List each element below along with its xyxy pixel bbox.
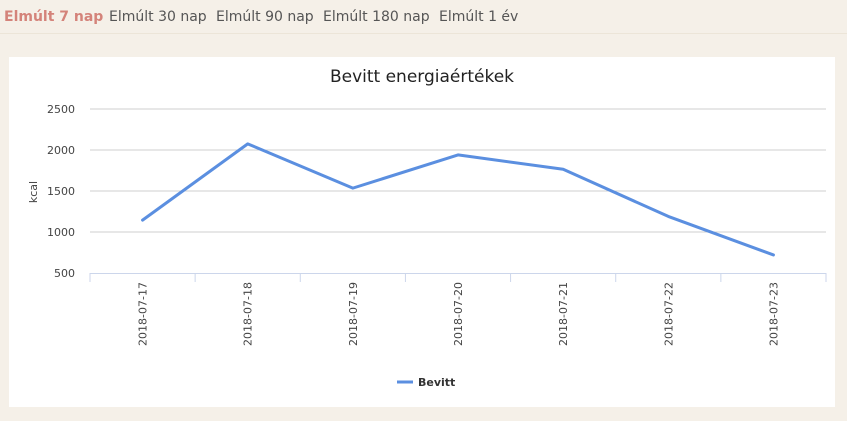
legend-label-bevitt: Bevitt xyxy=(418,376,455,389)
y-tick-label: 500 xyxy=(54,267,75,280)
series-layer xyxy=(139,140,777,259)
period-tabbar: Elmúlt 7 nap Elmúlt 30 nap Elmúlt 90 nap… xyxy=(0,0,847,34)
tabbar-divider xyxy=(0,33,847,34)
x-axis: 2018-07-17 2018-07-18 2018-07-19 2018-07-20… xyxy=(89,273,827,346)
tab-last-180-days[interactable]: Elmúlt 180 nap xyxy=(323,9,430,25)
y-tick-label: 2000 xyxy=(47,144,75,157)
x-tick-label: 2018-07-21 xyxy=(557,282,570,346)
data-point[interactable] xyxy=(559,165,567,173)
chart-card: Bevitt energiaértékek kcal 500 1000 1500 20… xyxy=(9,57,835,407)
y-tick-label: 1500 xyxy=(47,185,75,198)
x-tick-label: 2018-07-17 xyxy=(137,282,150,346)
tab-last-90-days[interactable]: Elmúlt 90 nap xyxy=(216,9,314,25)
data-point[interactable] xyxy=(244,140,252,148)
data-point[interactable] xyxy=(454,151,462,159)
x-tick-label: 2018-07-18 xyxy=(242,282,255,346)
y-axis-label: kcal xyxy=(27,181,40,203)
chart-title: Bevitt energiaértékek xyxy=(330,67,514,87)
y-tick-label: 2500 xyxy=(47,103,75,116)
tab-last-7-days[interactable]: Elmúlt 7 nap xyxy=(4,9,104,25)
grid-lines xyxy=(90,108,826,233)
data-point[interactable] xyxy=(664,212,672,220)
data-point[interactable] xyxy=(769,251,777,259)
tab-last-1-year[interactable]: Elmúlt 1 év xyxy=(439,9,519,25)
x-tick-label: 2018-07-23 xyxy=(767,282,780,346)
y-tick-label: 1000 xyxy=(47,226,75,239)
series-line-bevitt xyxy=(141,142,775,257)
tab-last-30-days[interactable]: Elmúlt 30 nap xyxy=(109,9,207,25)
energy-line-chart: Bevitt energiaértékek kcal 500 1000 1500 20… xyxy=(27,67,827,389)
data-point[interactable] xyxy=(139,216,147,224)
legend[interactable]: Bevitt xyxy=(397,376,455,389)
x-tick-label: 2018-07-19 xyxy=(347,282,360,346)
x-tick-label: 2018-07-22 xyxy=(662,282,675,346)
y-axis-ticks: 500 1000 1500 2000 2500 xyxy=(47,103,75,280)
x-tick-label: 2018-07-20 xyxy=(452,282,465,346)
data-point[interactable] xyxy=(349,184,357,192)
